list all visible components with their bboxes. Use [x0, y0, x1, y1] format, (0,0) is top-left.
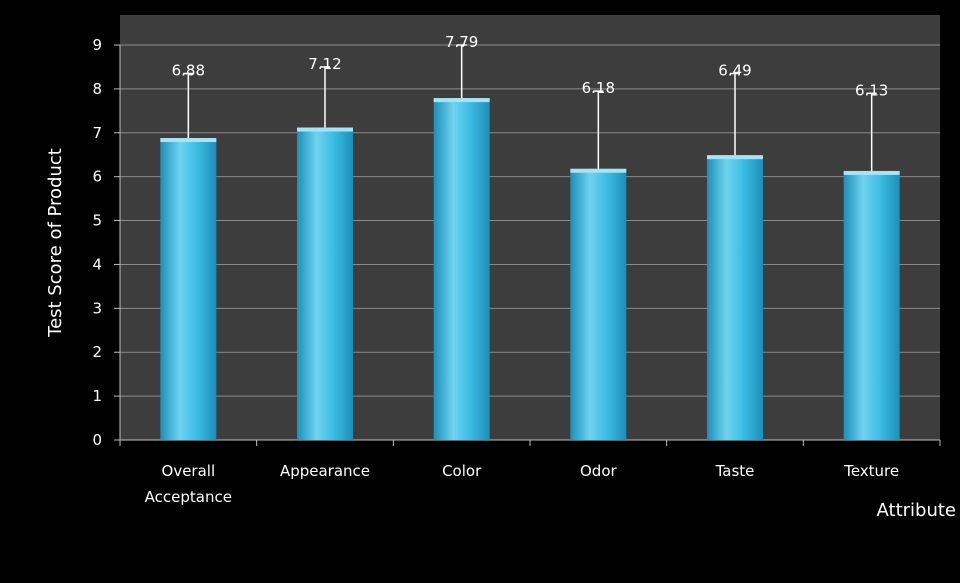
gridlines: [120, 44, 940, 397]
x-tick-label: Overall: [162, 462, 216, 480]
error-bars: [183, 44, 877, 171]
bar-top-highlight: [843, 170, 900, 175]
data-label: 6.18: [582, 79, 615, 97]
x-tick-label: Color: [442, 462, 482, 480]
x-axis-title: Attribute: [877, 500, 956, 521]
bar-top-highlight: [707, 155, 763, 160]
y-tick-label: 6: [92, 168, 102, 186]
x-tick-label: Odor: [580, 462, 618, 480]
y-axis-title: Test Score of Product: [45, 148, 66, 338]
y-tick-label: 3: [92, 299, 102, 317]
bar-top-highlight: [297, 127, 353, 132]
axes: [114, 44, 941, 446]
data-label: 7.12: [308, 55, 341, 73]
bar: [570, 168, 627, 440]
x-tick-label: Texture: [843, 462, 899, 480]
bars: [160, 98, 900, 441]
bar: [843, 170, 900, 440]
x-tick-label: Acceptance: [145, 488, 232, 506]
data-label: 7.79: [445, 33, 478, 51]
bar-top-highlight: [433, 98, 490, 103]
y-tick-label: 7: [92, 124, 102, 142]
y-tick-label: 4: [92, 255, 102, 273]
y-tick-label: 9: [92, 36, 102, 54]
bar-top-highlight: [160, 138, 217, 143]
bar-top-highlight: [570, 168, 627, 173]
data-label: 6.13: [855, 81, 888, 99]
labels: 0 1 2 3 4 5 6 7 8 9 6.88 Overall Acceptance 7.12 Appea…: [92, 33, 899, 506]
plot-area: [120, 15, 940, 440]
data-label: 6.88: [172, 62, 205, 80]
y-tick-label: 0: [92, 431, 102, 449]
bar: [433, 98, 490, 440]
x-tick-label: Appearance: [280, 462, 370, 480]
data-label: 6.49: [718, 62, 751, 80]
y-tick-label: 1: [92, 387, 102, 405]
bar: [160, 138, 217, 441]
y-tick-label: 5: [92, 212, 102, 230]
x-tick-label: Taste: [715, 462, 755, 480]
bar: [707, 155, 763, 440]
y-tick-label: 8: [92, 80, 102, 98]
bar: [297, 127, 353, 440]
y-tick-label: 2: [92, 343, 102, 361]
